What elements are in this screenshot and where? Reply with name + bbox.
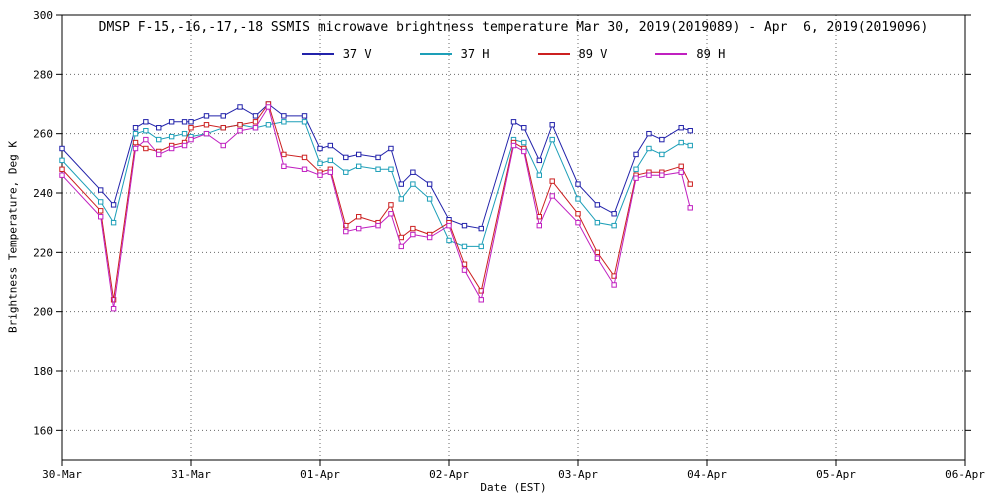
svg-text:240: 240 (33, 187, 53, 200)
legend-line-89h-icon (655, 53, 688, 55)
svg-text:200: 200 (33, 306, 53, 319)
legend-label-37h: 37 H (460, 47, 490, 61)
legend-item-89h: 89 H (655, 47, 725, 61)
legend-line-37v-icon (301, 53, 334, 55)
svg-text:01-Apr: 01-Apr (300, 468, 340, 481)
legend-label-89v: 89 V (578, 47, 608, 61)
svg-text:160: 160 (33, 424, 53, 437)
svg-text:05-Apr: 05-Apr (816, 468, 856, 481)
svg-text:220: 220 (33, 246, 53, 259)
svg-text:06-Apr: 06-Apr (945, 468, 985, 481)
chart-title: DMSP F-15,-16,-17,-18 SSMIS microwave br… (98, 20, 929, 35)
legend-label-37v: 37 V (342, 47, 372, 61)
svg-text:260: 260 (33, 128, 53, 141)
svg-text:30-Mar: 30-Mar (42, 468, 82, 481)
legend-item-89v: 89 V (537, 47, 608, 61)
legend-label-89h: 89 H (696, 47, 726, 61)
svg-text:180: 180 (33, 365, 53, 378)
svg-text:04-Apr: 04-Apr (687, 468, 727, 481)
y-axis-label: Brightness Temperature, Deg K (6, 140, 20, 334)
svg-text:02-Apr: 02-Apr (429, 468, 469, 481)
chart-legend: 37 V 37 H 89 V 89 H (62, 47, 965, 61)
legend-line-37h-icon (419, 53, 452, 55)
legend-item-37v: 37 V (301, 47, 372, 61)
legend-line-89v-icon (537, 53, 570, 55)
svg-text:03-Apr: 03-Apr (558, 468, 598, 481)
svg-text:300: 300 (33, 9, 53, 22)
svg-text:31-Mar: 31-Mar (171, 468, 211, 481)
svg-text:280: 280 (33, 68, 53, 81)
x-axis-label: Date (EST) (480, 481, 547, 494)
legend-item-37h: 37 H (419, 47, 490, 61)
